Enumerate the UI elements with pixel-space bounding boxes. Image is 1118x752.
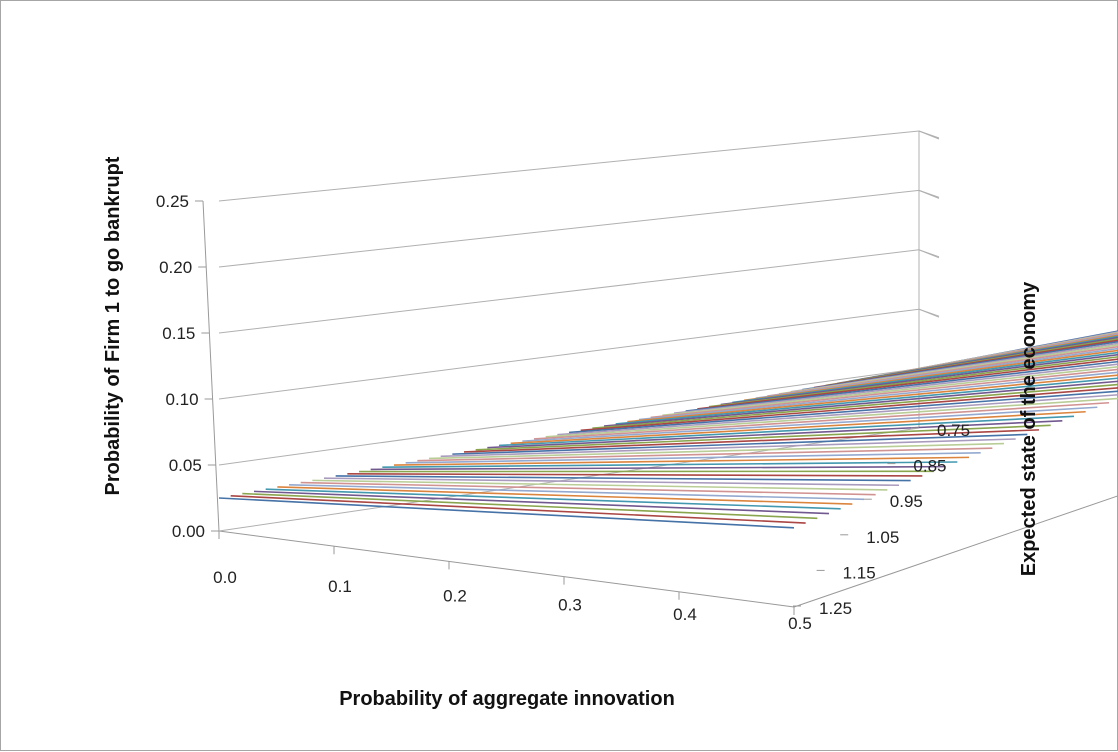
x-tick-label: 0.5 xyxy=(788,614,812,633)
y-tick-label: 0.85 xyxy=(913,457,946,476)
gridline-left-wall xyxy=(219,309,919,399)
z-tick-label: 0.05 xyxy=(169,456,202,475)
x-tick-label: 0.1 xyxy=(328,577,352,596)
gridline-left-wall xyxy=(219,131,919,201)
z-axis-line xyxy=(203,201,219,531)
gridline-back-right xyxy=(919,309,939,316)
z-tick-label: 0.20 xyxy=(159,258,192,277)
gridline-left-wall xyxy=(219,190,919,267)
y-tick-label: 0.95 xyxy=(890,492,923,511)
z-axis-title: Probability of Firm 1 to go bankrupt xyxy=(102,156,124,495)
gridline-back-right xyxy=(919,190,939,197)
z-tick-label: 0.15 xyxy=(162,324,195,343)
z-tick-label: 0.25 xyxy=(156,192,189,211)
x-axis-line xyxy=(219,531,794,607)
gridline-back-right xyxy=(919,131,939,138)
gridline-left-wall xyxy=(219,250,919,333)
y-tick-label: 1.05 xyxy=(866,528,899,547)
y-tick-label: 1.15 xyxy=(843,563,876,582)
z-tick-label: 0.00 xyxy=(172,522,205,541)
y-tick-label: 1.25 xyxy=(819,599,852,618)
surface-line xyxy=(347,474,922,476)
gridline-back-right xyxy=(919,250,939,257)
surface-series xyxy=(219,260,1118,527)
x-tick-label: 0.2 xyxy=(443,586,467,605)
x-axis-title: Probability of aggregate innovation xyxy=(339,688,675,710)
y-tick-label: 0.75 xyxy=(937,421,970,440)
x-tick-label: 0.0 xyxy=(213,568,237,587)
x-tick-label: 0.3 xyxy=(558,596,582,615)
z-tick-label: 0.10 xyxy=(166,390,199,409)
y-axis-title: Expected state of the economy xyxy=(1018,281,1040,576)
x-tick-label: 0.4 xyxy=(673,605,697,624)
